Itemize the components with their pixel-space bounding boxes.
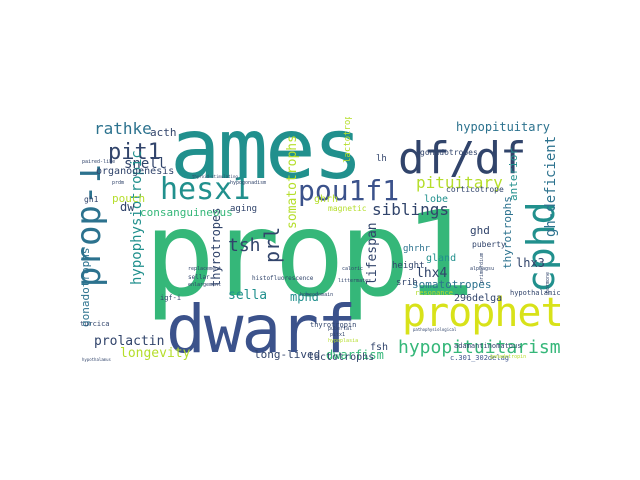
word-homeodomain: homeodomain <box>300 292 334 298</box>
word-hesx1: hesx1 <box>160 172 251 207</box>
word-pouch: pouch <box>112 192 146 205</box>
word-corticotrope: corticotrope <box>446 185 504 194</box>
word-lobe: lobe <box>424 194 449 205</box>
word-gh-deficient: gh-deficient <box>543 135 559 237</box>
word-gland: gland <box>426 253 457 264</box>
word-gonadotropin: gonadotropin <box>490 354 527 360</box>
word-lhx4: lhx4 <box>416 266 448 281</box>
word-fsh: fsh <box>370 342 389 353</box>
word-turcica: turcica <box>80 320 110 328</box>
word-hypogonadism: hypogonadism <box>230 180 267 186</box>
word-snell: snell <box>124 156 167 172</box>
word-dw: dw <box>120 200 135 214</box>
word-prl: prl <box>260 226 284 263</box>
word-lactotropes: lactotropes <box>343 117 353 163</box>
word-lactotrophs: lactotrophs <box>308 352 375 363</box>
word-prop1: prop1 <box>144 185 475 323</box>
word-gh1: gh1 <box>84 195 99 204</box>
word-pou1f1: pou1f1 <box>298 174 400 207</box>
word-siblings: siblings <box>372 200 450 219</box>
word-hypopituitary: hypopituitary <box>456 120 550 134</box>
word-thyrotropin: thyrotropin <box>310 321 357 329</box>
word-consanguineous: consanguineous <box>140 206 233 219</box>
word-igf-i: igf-i <box>160 294 182 302</box>
word-296delga: 296delga <box>454 293 503 304</box>
word-thyroid-stimulating: thyroid-stimulating <box>192 174 238 179</box>
word-thyrotrophs: thyrotrophs <box>501 196 514 269</box>
word-puberty: puberty <box>472 240 506 249</box>
word-prdm: prdm <box>112 180 125 186</box>
word-thyrotropes: thyrotropes <box>209 207 223 287</box>
word-pathophysiological: pathophysiological <box>413 327 457 332</box>
word-acth: acth <box>150 126 177 139</box>
word-longevity: longevity <box>120 346 191 361</box>
word-enlargement: enlargement <box>188 282 222 288</box>
word-hypothalamic: hypothalamic <box>510 289 560 297</box>
word-ames: ames <box>170 117 363 198</box>
word-sellar: sellar <box>188 274 210 281</box>
word-ghrh: ghrh <box>314 194 339 205</box>
word-replacement: replacement <box>188 266 222 272</box>
word-anterior: anterior <box>507 148 520 201</box>
word-resonance: resonance <box>415 289 453 297</box>
word-mphd: mphd <box>290 290 319 304</box>
word-littermates: littermates <box>338 278 372 284</box>
word-paired-like: paired-like <box>82 159 116 165</box>
word-rathke: rathke <box>94 119 152 138</box>
word-prolactin: prolactin <box>94 334 165 349</box>
word-dwarf: dwarf <box>166 291 357 363</box>
word-prophet: prophet <box>402 290 560 336</box>
word-somatotrophs: somatotrophs <box>285 135 300 229</box>
word-pubertal: pubertal <box>328 326 353 332</box>
word-aging: aging <box>230 204 258 214</box>
word-histofluorescence: histofluorescence <box>252 275 314 282</box>
word-hypopituitarism: hypopituitarism <box>398 337 560 358</box>
word-sella: sella <box>228 288 268 303</box>
word-adamantinomatous: adamantinomatous <box>454 342 522 350</box>
word-long-lived: long-lived <box>254 348 321 361</box>
word-ghrhr: ghrhr <box>403 244 431 254</box>
word-lhx3: lhx3 <box>516 256 545 270</box>
word-c301-302delag: c.301_302delag <box>450 354 510 362</box>
word-tsh: tsh <box>228 235 261 256</box>
word-hormone: hormone <box>545 271 551 293</box>
word-alphagsu: alphagsu <box>470 266 495 272</box>
word-gonadotropes: gonadotropes <box>420 148 478 157</box>
word-lifespan: lifespan <box>365 222 380 285</box>
word-srih: srih <box>396 278 418 288</box>
word-gonadotrophs: gonadotrophs <box>80 247 92 327</box>
word-magnetic: magnetic <box>328 204 367 213</box>
word-cloud: prop1 ames dwarf df/df prophet hesx1 pou… <box>80 117 560 363</box>
word-pituitary: pituitary <box>416 173 503 192</box>
word-lh: lh <box>376 154 387 164</box>
word-somatotropes: somatotropes <box>412 278 492 291</box>
word-ghd: ghd <box>470 224 490 237</box>
word-pit1: pit1 <box>108 140 161 165</box>
word-hypothalamus: hypothalamus <box>82 357 111 362</box>
word-height: height <box>392 261 425 271</box>
word-organogenesis: organogenesis <box>96 166 175 177</box>
word-pitx1: pitx1 <box>330 332 346 338</box>
word-hypoplasia: hypoplasia <box>328 338 359 344</box>
word-df-df: df/df <box>398 133 526 184</box>
word-dwarfism: dwarfism <box>326 348 384 362</box>
word-caloric: caloric <box>342 266 364 272</box>
